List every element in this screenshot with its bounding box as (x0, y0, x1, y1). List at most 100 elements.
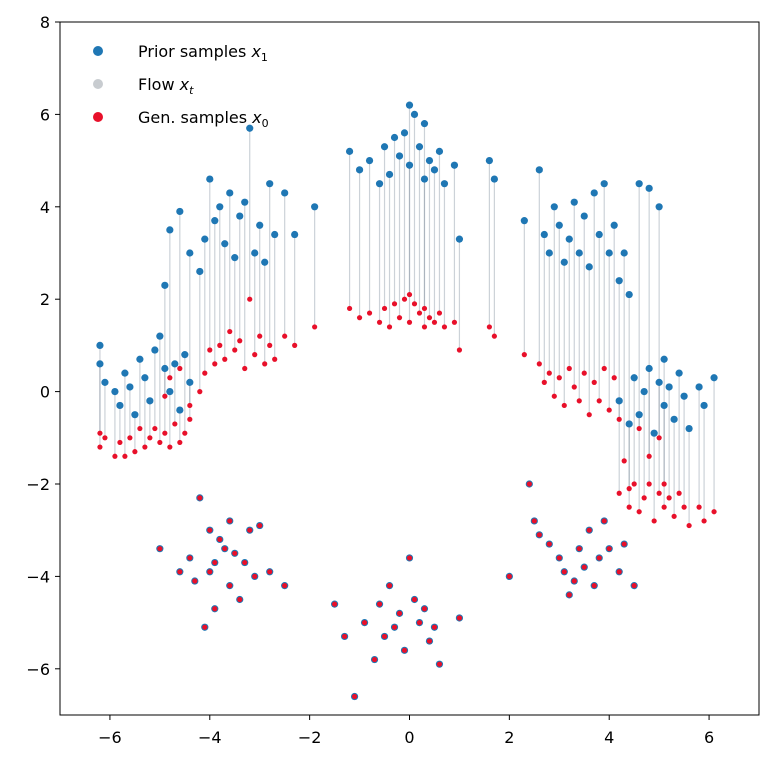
generated-sample-point (656, 490, 662, 496)
generated-sample-point (376, 319, 383, 325)
generated-sample-point (401, 296, 408, 302)
prior-sample-point (675, 369, 683, 377)
generated-sample-point (621, 541, 627, 547)
generated-sample-point (666, 495, 672, 501)
generated-sample-point (177, 439, 183, 446)
generated-sample-point (257, 333, 263, 339)
prior-sample-point (585, 263, 593, 271)
generated-sample-point (411, 596, 418, 603)
generated-sample-point (391, 301, 398, 307)
generated-sample-point (207, 527, 213, 533)
prior-sample-point (271, 230, 279, 239)
generated-sample-point (267, 569, 273, 575)
x-tick-label: 6 (704, 728, 714, 747)
generated-sample-point (456, 347, 463, 353)
generated-sample-point (152, 425, 158, 432)
prior-sample-point (246, 124, 254, 132)
generated-sample-point (147, 435, 153, 441)
generated-sample-point (606, 407, 612, 413)
prior-sample-point (345, 147, 354, 155)
generated-sample-point (361, 620, 368, 626)
generated-sample-point (376, 601, 383, 607)
generated-sample-point (247, 296, 253, 302)
x-tick-label: −2 (298, 728, 322, 747)
prior-sample-point (131, 411, 139, 419)
generated-sample-point (596, 398, 602, 404)
generated-sample-point (202, 370, 208, 376)
prior-sample-point (176, 207, 184, 216)
x-tick-label: 2 (504, 728, 514, 747)
generated-sample-point (601, 365, 607, 372)
y-axis: −6 −4 −2 0 2 4 6 8 (26, 13, 60, 679)
generated-sample-point (416, 310, 423, 316)
prior-sample-point (171, 360, 179, 368)
generated-sample-point (416, 620, 423, 626)
generated-sample-point (451, 319, 458, 325)
generated-sample-point (656, 435, 662, 441)
x-tick-label: 0 (404, 728, 414, 747)
prior-sample-point (311, 203, 319, 211)
prior-sample-point (261, 258, 269, 266)
generated-sample-point (177, 569, 183, 575)
generated-sample-point (177, 365, 183, 372)
prior-sample-point (161, 364, 169, 373)
prior-sample-point (590, 189, 598, 197)
prior-sample-point (415, 143, 424, 151)
generated-sample-point (541, 379, 547, 385)
generated-sample-point (102, 435, 108, 441)
x-tick-label: −4 (198, 728, 222, 747)
x-tick-label: 4 (604, 728, 614, 747)
prior-sample-point (420, 175, 429, 183)
prior-sample-point (440, 180, 449, 188)
prior-sample-point (136, 355, 144, 363)
generated-sample-point (586, 412, 592, 418)
prior-sample-point (605, 249, 613, 257)
generated-sample-point (651, 518, 657, 524)
prior-sample-point (405, 161, 414, 169)
prior-sample-point (141, 374, 149, 382)
y-tick-label: 8 (40, 13, 50, 32)
generated-sample-point (122, 453, 128, 459)
generated-sample-point (616, 490, 622, 496)
generated-sample-point (132, 449, 138, 455)
y-tick-label: 6 (40, 105, 50, 124)
generated-sample-point (396, 315, 403, 321)
generated-sample-point (566, 592, 572, 598)
generated-sample-point (506, 573, 512, 580)
generated-sample-point (272, 356, 278, 362)
generated-sample-point (381, 633, 388, 640)
prior-sample-point (680, 392, 688, 400)
generated-sample-point (626, 504, 632, 510)
prior-sample-point (186, 249, 194, 257)
generated-sample-point (292, 342, 298, 348)
generated-sample-point (531, 518, 537, 524)
prior-sample-point (455, 235, 464, 243)
generated-sample-point (616, 569, 622, 575)
generated-sample-point (371, 656, 378, 663)
generated-sample-point (421, 324, 428, 330)
generated-sample-point (396, 610, 403, 616)
generated-sample-point (356, 315, 363, 321)
generated-sample-point (571, 578, 577, 584)
generated-sample-point (227, 328, 233, 335)
prior-sample-point (266, 180, 274, 188)
prior-sample-point (166, 226, 174, 234)
prior-sample-point (281, 189, 289, 197)
prior-sample-point (201, 235, 209, 243)
generated-sample-point (686, 522, 692, 529)
prior-sample-point (490, 175, 498, 183)
prior-sample-point (540, 230, 548, 239)
generated-sample-point (197, 389, 203, 395)
generated-sample-point (696, 504, 702, 510)
generated-sample-point (636, 425, 642, 432)
y-tick-label: −6 (26, 660, 50, 679)
prior-sample-point (655, 378, 663, 386)
generated-sample-point (97, 444, 103, 450)
generated-sample-point (556, 375, 562, 381)
generated-sample-point (182, 430, 188, 436)
generated-sample-point (237, 338, 243, 344)
generated-sample-point (212, 606, 218, 612)
generated-sample-point (676, 490, 682, 496)
generated-sample-point (187, 402, 193, 409)
generated-sample-point (366, 310, 373, 316)
